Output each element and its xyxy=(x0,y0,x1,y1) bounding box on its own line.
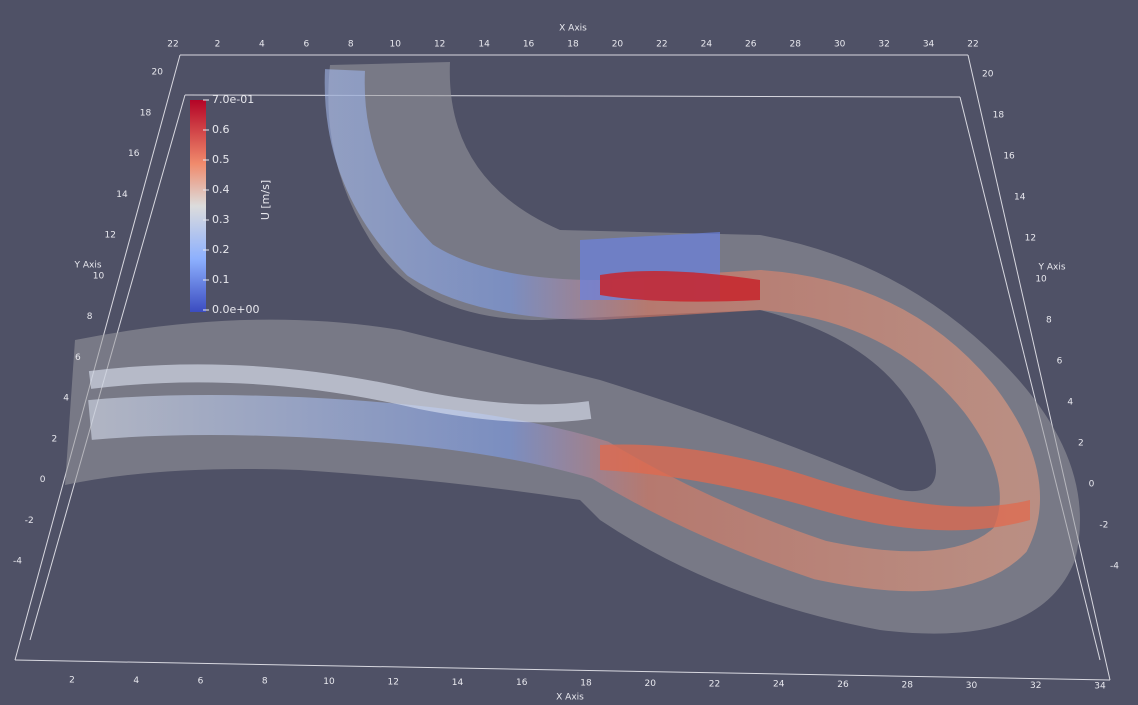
bottom-axis-title: X Axis xyxy=(556,693,584,703)
right-tick-label: 2 xyxy=(1078,439,1084,449)
colorbar-label: 0.3 xyxy=(212,213,230,226)
left-tick-label: 12 xyxy=(105,231,116,241)
bottom-tick-label: 6 xyxy=(198,676,204,686)
bottom-tick-label: 32 xyxy=(1030,681,1041,691)
left-tick-label: 10 xyxy=(93,271,105,281)
bottom-tick-label: 12 xyxy=(388,677,399,687)
bottom-tick-label: 2 xyxy=(69,676,75,686)
right-tick-label: 10 xyxy=(1035,275,1047,285)
left-tick-label: 0 xyxy=(40,475,46,485)
colorbar-label: 7.0e-01 xyxy=(212,93,254,106)
right-tick-label: 12 xyxy=(1025,234,1036,244)
top-tick-label: 22 xyxy=(167,40,178,50)
bottom-tick-label: 22 xyxy=(709,679,720,689)
left-tick-label: 8 xyxy=(87,312,93,322)
top-tick-label: 22 xyxy=(967,40,978,50)
bottom-tick-label: 34 xyxy=(1094,682,1106,692)
left-tick-label: -4 xyxy=(13,557,22,567)
top-tick-label: 26 xyxy=(745,40,757,50)
left-tick-label: 4 xyxy=(63,394,69,404)
right-tick-label: -4 xyxy=(1110,562,1119,572)
right-tick-label: 4 xyxy=(1067,398,1073,408)
bottom-tick-label: 26 xyxy=(837,680,849,690)
bottom-tick-label: 4 xyxy=(133,676,139,686)
colorbar-label: 0.5 xyxy=(212,153,230,166)
bottom-tick-label: 14 xyxy=(452,678,464,688)
colorbar-label: 0.6 xyxy=(212,123,230,136)
left-tick-label: -2 xyxy=(25,516,34,526)
top-tick-label: 2 xyxy=(215,40,221,50)
top-tick-label: 30 xyxy=(834,40,846,50)
right-axis-title: Y Axis xyxy=(1037,263,1065,273)
render-view: U [m/s] 7.0e-01 0.6 0.5 0.4 0.3 0.2 0.1 0.0e+00… xyxy=(0,0,1138,705)
bottom-tick-label: 24 xyxy=(773,680,785,690)
right-tick-label: 16 xyxy=(1003,152,1015,162)
top-tick-label: 22 xyxy=(656,40,667,50)
left-tick-label: 20 xyxy=(152,68,164,78)
bottom-tick-label: 28 xyxy=(902,680,914,690)
left-tick-label: 16 xyxy=(128,149,140,159)
bottom-tick-label: 10 xyxy=(323,677,335,687)
colorbar-label: 0.4 xyxy=(212,183,230,196)
bottom-tick-label: 20 xyxy=(645,679,657,689)
colorbar-label: 0.0e+00 xyxy=(212,303,259,316)
left-tick-label: 14 xyxy=(116,190,128,200)
top-tick-label: 34 xyxy=(923,40,935,50)
left-tick-label: 18 xyxy=(140,108,152,118)
bottom-tick-label: 16 xyxy=(516,678,528,688)
top-tick-label: 18 xyxy=(567,40,579,50)
right-tick-label: -2 xyxy=(1099,521,1108,531)
right-tick-label: 6 xyxy=(1057,357,1063,367)
colorbar-label: 0.1 xyxy=(212,273,230,286)
top-tick-label: 4 xyxy=(259,40,265,50)
left-axis-title: Y Axis xyxy=(73,261,101,271)
top-tick-label: 14 xyxy=(478,40,490,50)
colorbar-label: 0.2 xyxy=(212,243,230,256)
top-tick-label: 32 xyxy=(878,40,889,50)
top-tick-label: 12 xyxy=(434,40,445,50)
bottom-tick-label: 30 xyxy=(966,681,978,691)
left-tick-label: 6 xyxy=(75,353,81,363)
top-tick-label: 28 xyxy=(789,40,801,50)
colorbar-title: U [m/s] xyxy=(259,180,272,220)
left-tick-label: 2 xyxy=(52,434,58,444)
top-tick-label: 16 xyxy=(523,40,535,50)
top-axis-title: X Axis xyxy=(559,24,587,34)
right-tick-label: 0 xyxy=(1089,480,1095,490)
top-tick-label: 10 xyxy=(389,40,401,50)
right-tick-label: 14 xyxy=(1014,193,1026,203)
bottom-tick-label: 18 xyxy=(580,679,592,689)
top-tick-label: 8 xyxy=(348,40,354,50)
top-tick-label: 6 xyxy=(303,40,309,50)
top-tick-label: 24 xyxy=(701,40,713,50)
right-tick-label: 8 xyxy=(1046,316,1052,326)
right-tick-label: 20 xyxy=(982,70,994,80)
top-tick-label: 20 xyxy=(612,40,624,50)
bottom-tick-label: 8 xyxy=(262,677,268,687)
right-tick-label: 18 xyxy=(993,111,1005,121)
